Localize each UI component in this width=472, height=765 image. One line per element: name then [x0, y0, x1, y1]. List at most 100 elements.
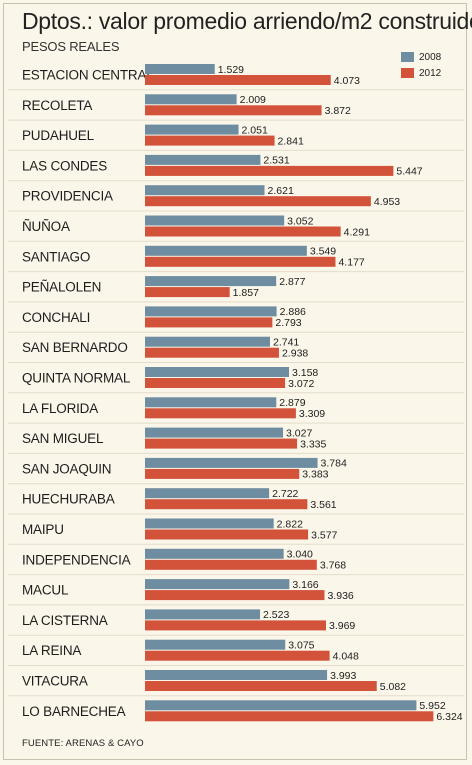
- bar-2012-vitacura: [145, 681, 377, 691]
- category-label-san-miguel: SAN MIGUEL: [22, 431, 104, 446]
- bar-2008-san-joaquin: [145, 457, 318, 468]
- bar-2008-conchali: [145, 306, 277, 317]
- value-label-2012-conchali: 2.793: [275, 317, 301, 329]
- value-label-2008-penalolen: 2.877: [279, 276, 305, 288]
- value-label-2012-independencia: 3.768: [320, 560, 346, 572]
- bar-2012-san-miguel: [145, 438, 298, 449]
- value-label-2012-san-joaquin: 3.383: [302, 469, 328, 481]
- legend-label-2008: 2008: [419, 51, 442, 63]
- bar-2012-conchali: [145, 317, 273, 328]
- value-label-2008-la-reina: 3.075: [288, 640, 314, 652]
- bar-2012-penalolen: [145, 287, 230, 298]
- value-label-2008-santiago: 3.549: [310, 246, 336, 258]
- value-label-2008-vitacura: 3.993: [330, 670, 356, 682]
- bar-2012-estacion-central: [145, 75, 331, 85]
- value-label-2012-santiago: 4.177: [338, 257, 364, 269]
- value-label-2012-la-florida: 3.309: [299, 408, 325, 420]
- category-label-lo-barnechea: LO BARNECHEA: [22, 704, 126, 719]
- value-label-2012-la-reina: 4.048: [333, 651, 359, 663]
- bar-2012-santiago: [145, 256, 336, 267]
- bar-2008-las-condes: [145, 154, 261, 165]
- value-label-2012-la-cisterna: 3.969: [329, 620, 355, 632]
- category-label-estacion-central: ESTACION CENTRAL: [22, 68, 154, 83]
- bar-2012-la-reina: [145, 650, 330, 661]
- bar-2008-la-cisterna: [145, 609, 261, 620]
- bar-2008-san-miguel: [145, 427, 284, 438]
- category-label-huechuraba: HUECHURABA: [22, 492, 115, 507]
- category-label-la-florida: LA FLORIDA: [22, 401, 98, 416]
- value-label-2012-nunoa: 4.291: [344, 226, 370, 238]
- bar-2012-lo-barnechea: [145, 711, 434, 722]
- chart-title: Dptos.: valor promedio arriendo/m2 const…: [22, 8, 472, 34]
- bar-2012-maipu: [145, 529, 309, 540]
- bar-2012-pudahuel: [145, 135, 275, 146]
- value-label-2008-recoleta: 2.009: [240, 94, 266, 106]
- value-label-2012-macul: 3.936: [327, 590, 353, 602]
- bar-2012-las-condes: [145, 165, 394, 176]
- legend-swatch-2008: [401, 52, 414, 62]
- value-label-2012-las-condes: 5.447: [396, 166, 422, 178]
- bar-2008-la-reina: [145, 639, 286, 650]
- bar-2008-recoleta: [145, 94, 237, 105]
- value-label-2012-recoleta: 3.872: [325, 105, 351, 117]
- category-label-san-joaquin: SAN JOAQUIN: [22, 461, 111, 476]
- value-label-2012-huechuraba: 3.561: [310, 499, 336, 511]
- category-label-penalolen: PEÑALOLEN: [22, 280, 101, 295]
- category-label-vitacura: VITACURA: [22, 674, 88, 689]
- category-label-san-bernardo: SAN BERNARDO: [22, 340, 128, 355]
- category-label-las-condes: LAS CONDES: [22, 158, 107, 173]
- bar-2008-macul: [145, 579, 290, 590]
- bar-2008-estacion-central: [145, 64, 215, 74]
- bar-2012-san-joaquin: [145, 468, 300, 479]
- value-label-2012-estacion-central: 4.073: [334, 75, 360, 87]
- category-label-recoleta: RECOLETA: [22, 98, 92, 113]
- category-label-nunoa: ÑUÑOA: [22, 219, 70, 234]
- category-label-santiago: SANTIAGO: [22, 249, 90, 264]
- value-label-2008-la-florida: 2.879: [279, 397, 305, 409]
- category-label-pudahuel: PUDAHUEL: [22, 128, 95, 143]
- category-label-providencia: PROVIDENCIA: [22, 189, 113, 204]
- value-label-2008-conchali: 2.886: [280, 306, 306, 318]
- value-label-2008-nunoa: 3.052: [287, 215, 313, 227]
- value-label-2012-pudahuel: 2.841: [278, 135, 304, 147]
- bar-2008-nunoa: [145, 215, 285, 226]
- legend-swatch-2012: [401, 68, 414, 78]
- category-label-maipu: MAIPU: [22, 522, 64, 537]
- value-label-2012-san-bernardo: 2.938: [282, 348, 308, 360]
- value-label-2008-estacion-central: 1.529: [218, 64, 244, 76]
- bar-2008-quinta-normal: [145, 367, 290, 377]
- legend-label-2012: 2012: [419, 67, 442, 79]
- value-label-2012-penalolen: 1.857: [233, 287, 259, 299]
- bar-2012-huechuraba: [145, 499, 308, 510]
- bar-2008-huechuraba: [145, 488, 270, 499]
- category-label-conchali: CONCHALI: [22, 310, 90, 325]
- bar-2012-san-bernardo: [145, 347, 279, 358]
- value-label-2008-pudahuel: 2.051: [242, 124, 268, 136]
- value-label-2008-providencia: 2.621: [268, 185, 294, 197]
- bar-2012-la-cisterna: [145, 620, 326, 631]
- bar-2012-independencia: [145, 559, 317, 570]
- bar-2008-santiago: [145, 245, 307, 256]
- category-label-quinta-normal: QUINTA NORMAL: [22, 371, 131, 386]
- category-label-la-cisterna: LA CISTERNA: [22, 613, 108, 628]
- value-label-2008-huechuraba: 2.722: [272, 488, 298, 500]
- value-label-2012-providencia: 4.953: [374, 196, 400, 208]
- bar-2008-independencia: [145, 548, 284, 559]
- bar-2008-providencia: [145, 185, 265, 196]
- category-label-la-reina: LA REINA: [22, 643, 81, 658]
- bar-2008-maipu: [145, 518, 274, 529]
- value-label-2008-quinta-normal: 3.158: [292, 367, 318, 379]
- value-label-2012-lo-barnechea: 6.324: [436, 711, 462, 723]
- legend-item-2008: 2008: [401, 50, 441, 64]
- value-label-2008-maipu: 2.822: [277, 518, 303, 530]
- chart-subtitle: PESOS REALES: [22, 39, 120, 54]
- bar-2008-la-florida: [145, 397, 277, 408]
- value-label-2012-maipu: 3.577: [311, 529, 337, 541]
- bar-2008-vitacura: [145, 670, 328, 680]
- value-label-2008-la-cisterna: 2.523: [263, 609, 289, 621]
- value-label-2008-las-condes: 2.531: [263, 155, 289, 167]
- value-label-2008-san-miguel: 3.027: [286, 427, 312, 439]
- value-label-2012-san-miguel: 3.335: [300, 438, 326, 450]
- category-label-independencia: INDEPENDENCIA: [22, 552, 131, 567]
